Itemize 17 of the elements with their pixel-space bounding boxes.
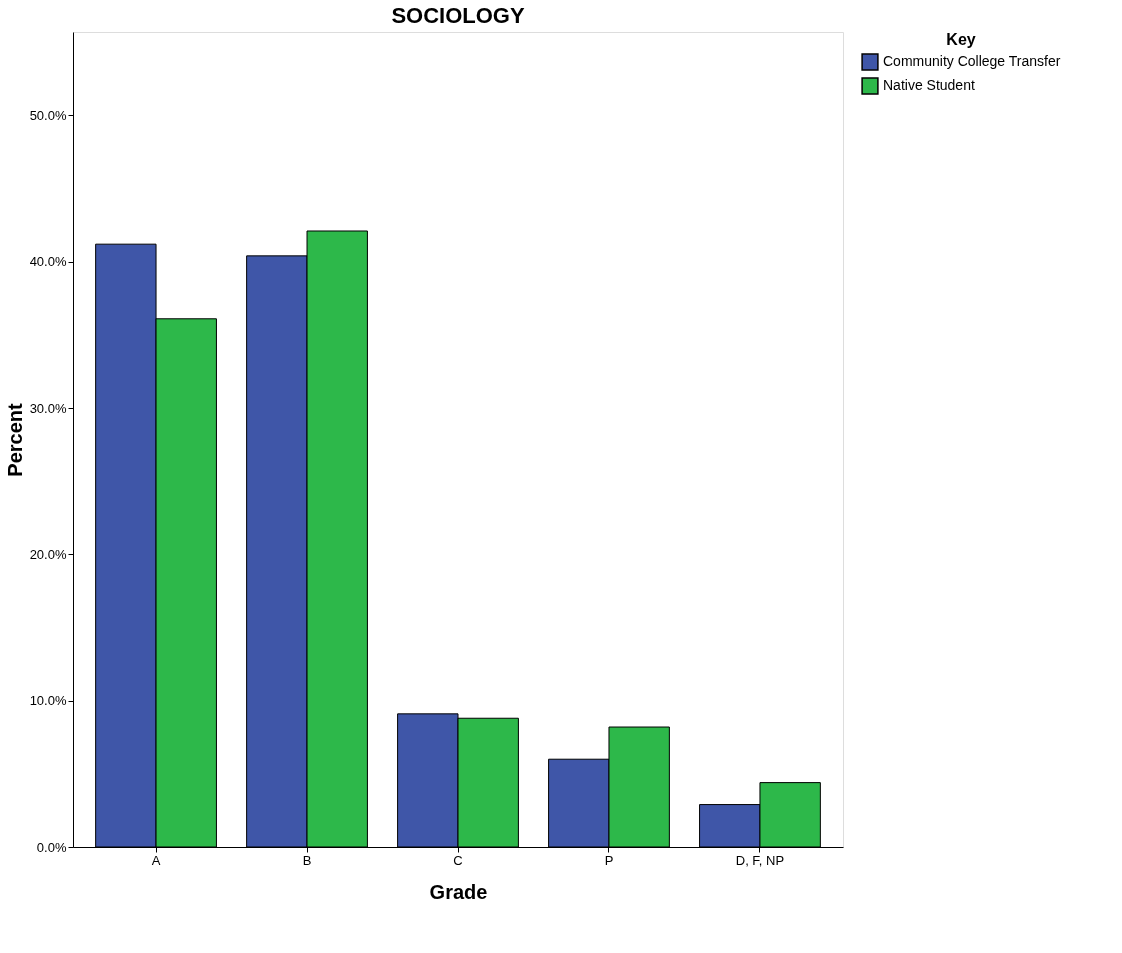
x-tick-label: A: [151, 852, 161, 868]
y-tick-label: 20.0%: [29, 546, 67, 562]
x-tick-label: C: [453, 852, 463, 868]
y-tick-label: 30.0%: [29, 400, 67, 416]
y-tick-label: 50.0%: [29, 107, 67, 123]
y-tick-label: 40.0%: [29, 254, 67, 270]
y-tick-label: 10.0%: [29, 693, 67, 709]
legend-label: Native Student: [883, 77, 975, 93]
legend-title: Key: [946, 31, 976, 48]
legend-label: Community College Transfer: [883, 53, 1061, 69]
y-tick-label: 0.0%: [36, 839, 67, 855]
x-tick-label: P: [604, 852, 614, 868]
chart-title: SOCIOLOGY: [391, 3, 525, 28]
x-axis-title: Grade: [429, 880, 488, 903]
x-tick-label: B: [302, 852, 312, 868]
y-axis-title: Percent: [3, 402, 26, 477]
x-tick-label: D, F, NP: [735, 852, 785, 868]
